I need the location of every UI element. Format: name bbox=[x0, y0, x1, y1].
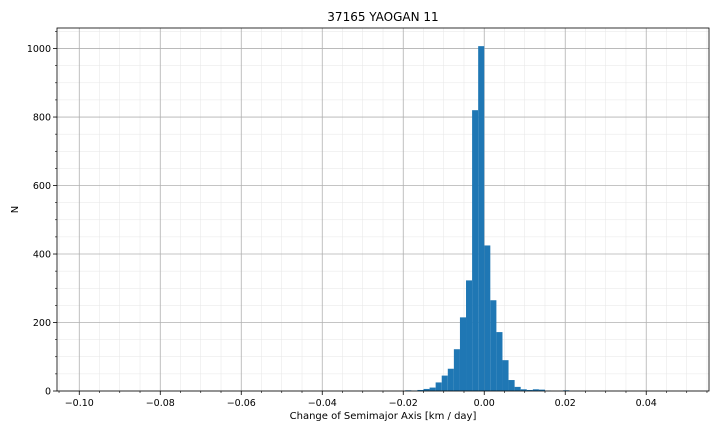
histogram-bar bbox=[435, 382, 442, 391]
histogram-bar bbox=[538, 389, 545, 391]
histogram-bar bbox=[453, 349, 460, 391]
axis-tick-labels: −0.10 −0.08 −0.06 −0.04 −0.02 0.00 0.02 0.04 0 20… bbox=[27, 44, 657, 409]
histogram-bar bbox=[478, 46, 485, 392]
x-axis-label: Change of Semimajor Axis [km / day] bbox=[290, 411, 477, 422]
histogram-bar bbox=[466, 280, 473, 391]
histogram-bar bbox=[459, 317, 467, 391]
histogram-bar bbox=[472, 110, 479, 391]
x-tick-label: −0.04 bbox=[308, 398, 337, 409]
histogram-bar bbox=[526, 389, 533, 391]
y-tick-label: 1000 bbox=[27, 44, 51, 55]
histogram-bar bbox=[490, 300, 497, 391]
histogram-bar bbox=[520, 389, 527, 391]
y-tick-label: 0 bbox=[45, 387, 51, 398]
y-axis-label: N bbox=[10, 206, 21, 213]
y-tick-label: 600 bbox=[33, 181, 51, 192]
histogram-bar bbox=[514, 386, 521, 391]
histogram-bar bbox=[423, 388, 430, 391]
x-tick-label: −0.08 bbox=[146, 398, 175, 409]
minor-grid bbox=[57, 28, 709, 391]
histogram-bar bbox=[532, 389, 539, 391]
histogram-bar bbox=[429, 387, 436, 391]
x-tick-label: 0.02 bbox=[555, 398, 576, 409]
x-tick-label: −0.06 bbox=[227, 398, 256, 409]
histogram-bar bbox=[484, 245, 491, 391]
x-tick-label: 0.04 bbox=[636, 398, 657, 409]
histogram-bar bbox=[508, 380, 515, 391]
x-tick-label: −0.10 bbox=[65, 398, 94, 409]
x-tick-label: −0.02 bbox=[389, 398, 418, 409]
histogram-bar bbox=[417, 389, 424, 391]
chart-title: 37165 YAOGAN 11 bbox=[327, 10, 438, 24]
plot-frame bbox=[56, 27, 710, 392]
histogram-bar bbox=[496, 332, 503, 391]
histogram-bar bbox=[502, 360, 509, 391]
histogram-bar bbox=[447, 368, 454, 391]
histogram-bars bbox=[405, 46, 570, 392]
y-tick-label: 800 bbox=[33, 113, 51, 124]
histogram-bar bbox=[441, 375, 448, 391]
y-tick-label: 400 bbox=[33, 250, 51, 261]
x-tick-label: 0.00 bbox=[474, 398, 495, 409]
y-tick-label: 200 bbox=[33, 318, 51, 329]
